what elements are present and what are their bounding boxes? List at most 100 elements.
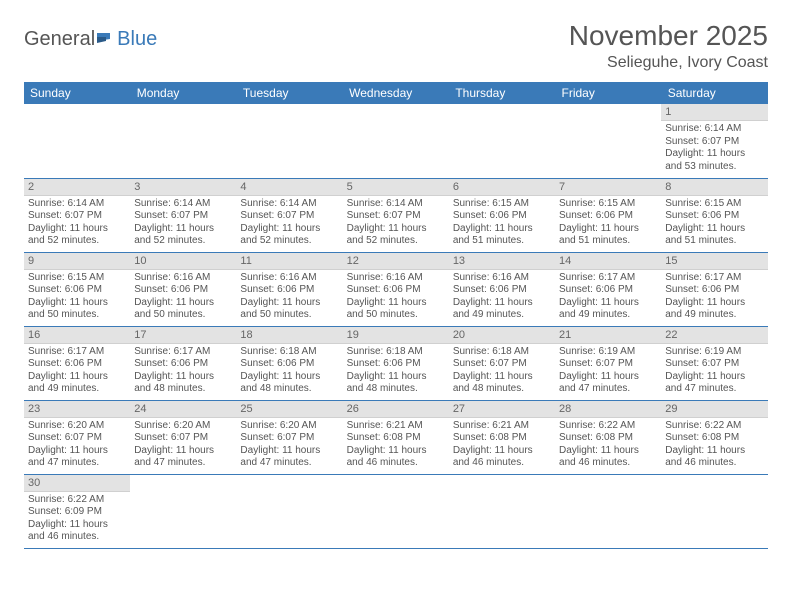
daylight-text: Daylight: 11 hours and 51 minutes. xyxy=(559,223,657,248)
day-number: 24 xyxy=(130,401,236,418)
sunrise-text: Sunrise: 6:14 AM xyxy=(28,198,126,211)
sunrise-text: Sunrise: 6:19 AM xyxy=(559,346,657,359)
daylight-text: Daylight: 11 hours and 46 minutes. xyxy=(347,445,445,470)
calendar-cell: .. xyxy=(236,474,342,548)
sunrise-text: Sunrise: 6:21 AM xyxy=(347,420,445,433)
calendar-cell: .. xyxy=(343,104,449,178)
day-number: 26 xyxy=(343,401,449,418)
calendar-cell: 21Sunrise: 6:19 AMSunset: 6:07 PMDayligh… xyxy=(555,326,661,400)
calendar-cell: 4Sunrise: 6:14 AMSunset: 6:07 PMDaylight… xyxy=(236,178,342,252)
sunset-text: Sunset: 6:07 PM xyxy=(665,358,763,371)
calendar-cell: 7Sunrise: 6:15 AMSunset: 6:06 PMDaylight… xyxy=(555,178,661,252)
day-content: Sunrise: 6:21 AMSunset: 6:08 PMDaylight:… xyxy=(343,418,449,474)
calendar-cell: 19Sunrise: 6:18 AMSunset: 6:06 PMDayligh… xyxy=(343,326,449,400)
day-header-row: Sunday Monday Tuesday Wednesday Thursday… xyxy=(24,82,768,104)
calendar-row: 9Sunrise: 6:15 AMSunset: 6:06 PMDaylight… xyxy=(24,252,768,326)
day-content: Sunrise: 6:21 AMSunset: 6:08 PMDaylight:… xyxy=(449,418,555,474)
day-number: 16 xyxy=(24,327,130,344)
calendar-cell: 30Sunrise: 6:22 AMSunset: 6:09 PMDayligh… xyxy=(24,474,130,548)
page-title: November 2025 xyxy=(569,20,768,52)
day-number: 3 xyxy=(130,179,236,196)
sunset-text: Sunset: 6:06 PM xyxy=(240,358,338,371)
calendar-cell: 25Sunrise: 6:20 AMSunset: 6:07 PMDayligh… xyxy=(236,400,342,474)
day-content: Sunrise: 6:20 AMSunset: 6:07 PMDaylight:… xyxy=(24,418,130,474)
calendar-cell: .. xyxy=(24,104,130,178)
sunset-text: Sunset: 6:06 PM xyxy=(347,284,445,297)
day-number: 6 xyxy=(449,179,555,196)
calendar-cell: 15Sunrise: 6:17 AMSunset: 6:06 PMDayligh… xyxy=(661,252,767,326)
day-content: Sunrise: 6:20 AMSunset: 6:07 PMDaylight:… xyxy=(236,418,342,474)
dayheader-wed: Wednesday xyxy=(343,82,449,104)
sunset-text: Sunset: 6:07 PM xyxy=(453,358,551,371)
day-number: 1 xyxy=(661,104,767,121)
sunset-text: Sunset: 6:06 PM xyxy=(665,284,763,297)
daylight-text: Daylight: 11 hours and 50 minutes. xyxy=(28,297,126,322)
calendar-cell: 18Sunrise: 6:18 AMSunset: 6:06 PMDayligh… xyxy=(236,326,342,400)
day-content: Sunrise: 6:15 AMSunset: 6:06 PMDaylight:… xyxy=(555,196,661,252)
sunset-text: Sunset: 6:08 PM xyxy=(453,432,551,445)
sunset-text: Sunset: 6:07 PM xyxy=(28,210,126,223)
dayheader-fri: Friday xyxy=(555,82,661,104)
day-number: 15 xyxy=(661,253,767,270)
day-content: Sunrise: 6:19 AMSunset: 6:07 PMDaylight:… xyxy=(661,344,767,400)
daylight-text: Daylight: 11 hours and 47 minutes. xyxy=(134,445,232,470)
day-number: 20 xyxy=(449,327,555,344)
sunrise-text: Sunrise: 6:22 AM xyxy=(665,420,763,433)
sunrise-text: Sunrise: 6:16 AM xyxy=(134,272,232,285)
daylight-text: Daylight: 11 hours and 47 minutes. xyxy=(240,445,338,470)
sunset-text: Sunset: 6:08 PM xyxy=(347,432,445,445)
sunrise-text: Sunrise: 6:16 AM xyxy=(453,272,551,285)
daylight-text: Daylight: 11 hours and 48 minutes. xyxy=(453,371,551,396)
calendar-cell: 12Sunrise: 6:16 AMSunset: 6:06 PMDayligh… xyxy=(343,252,449,326)
calendar-cell: 28Sunrise: 6:22 AMSunset: 6:08 PMDayligh… xyxy=(555,400,661,474)
sunset-text: Sunset: 6:07 PM xyxy=(134,432,232,445)
day-number: 10 xyxy=(130,253,236,270)
calendar-cell: 10 Sunrise: 6:16 AMSunset: 6:06 PMDayligh… xyxy=(130,252,236,326)
logo-text-general: General xyxy=(24,28,95,51)
calendar-row: 23Sunrise: 6:20 AMSunset: 6:07 PMDayligh… xyxy=(24,400,768,474)
day-content: Sunrise: 6:19 AMSunset: 6:07 PMDaylight:… xyxy=(555,344,661,400)
day-content: Sunrise: 6:14 AMSunset: 6:07 PMDaylight:… xyxy=(343,196,449,252)
day-content: Sunrise: 6:22 AMSunset: 6:08 PMDaylight:… xyxy=(661,418,767,474)
day-number: 23 xyxy=(24,401,130,418)
location-text: Selieguhe, Ivory Coast xyxy=(569,54,768,72)
header: General Blue November 2025 Selieguhe, Iv… xyxy=(24,20,768,72)
day-number: 11 xyxy=(236,253,342,270)
day-number: 18 xyxy=(236,327,342,344)
day-number: 4 xyxy=(236,179,342,196)
sunrise-text: Sunrise: 6:15 AM xyxy=(28,272,126,285)
calendar-body: ............1Sunrise: 6:14 AMSunset: 6:0… xyxy=(24,104,768,548)
dayheader-tue: Tuesday xyxy=(236,82,342,104)
day-content: Sunrise: 6:14 AMSunset: 6:07 PMDaylight:… xyxy=(236,196,342,252)
daylight-text: Daylight: 11 hours and 51 minutes. xyxy=(453,223,551,248)
sunrise-text: Sunrise: 6:15 AM xyxy=(665,198,763,211)
day-number: 9 xyxy=(24,253,130,270)
daylight-text: Daylight: 11 hours and 52 minutes. xyxy=(347,223,445,248)
sunrise-text: Sunrise: 6:16 AM xyxy=(240,272,338,285)
day-content: Sunrise: 6:22 AMSunset: 6:08 PMDaylight:… xyxy=(555,418,661,474)
daylight-text: Daylight: 11 hours and 53 minutes. xyxy=(665,148,763,173)
sunset-text: Sunset: 6:07 PM xyxy=(665,136,763,149)
sunset-text: Sunset: 6:06 PM xyxy=(134,358,232,371)
sunset-text: Sunset: 6:06 PM xyxy=(134,284,232,297)
day-content: Sunrise: 6:20 AMSunset: 6:07 PMDaylight:… xyxy=(130,418,236,474)
day-number: 7 xyxy=(555,179,661,196)
day-content: Sunrise: 6:17 AMSunset: 6:06 PMDaylight:… xyxy=(130,344,236,400)
calendar-cell: .. xyxy=(555,104,661,178)
day-content: Sunrise: 6:17 AMSunset: 6:06 PMDaylight:… xyxy=(24,344,130,400)
dayheader-sun: Sunday xyxy=(24,82,130,104)
day-number: 29 xyxy=(661,401,767,418)
day-number: 17 xyxy=(130,327,236,344)
calendar-cell: 11Sunrise: 6:16 AMSunset: 6:06 PMDayligh… xyxy=(236,252,342,326)
daylight-text: Daylight: 11 hours and 48 minutes. xyxy=(240,371,338,396)
calendar-row: 2Sunrise: 6:14 AMSunset: 6:07 PMDaylight… xyxy=(24,178,768,252)
sunrise-text: Sunrise: 6:14 AM xyxy=(134,198,232,211)
daylight-text: Daylight: 11 hours and 50 minutes. xyxy=(134,297,232,322)
sunrise-text: Sunrise: 6:15 AM xyxy=(453,198,551,211)
flag-icon xyxy=(96,31,116,47)
sunset-text: Sunset: 6:06 PM xyxy=(453,284,551,297)
daylight-text: Daylight: 11 hours and 46 minutes. xyxy=(559,445,657,470)
sunset-text: Sunset: 6:07 PM xyxy=(28,432,126,445)
daylight-text: Daylight: 11 hours and 52 minutes. xyxy=(240,223,338,248)
day-content: Sunrise: 6:15 AMSunset: 6:06 PMDaylight:… xyxy=(661,196,767,252)
